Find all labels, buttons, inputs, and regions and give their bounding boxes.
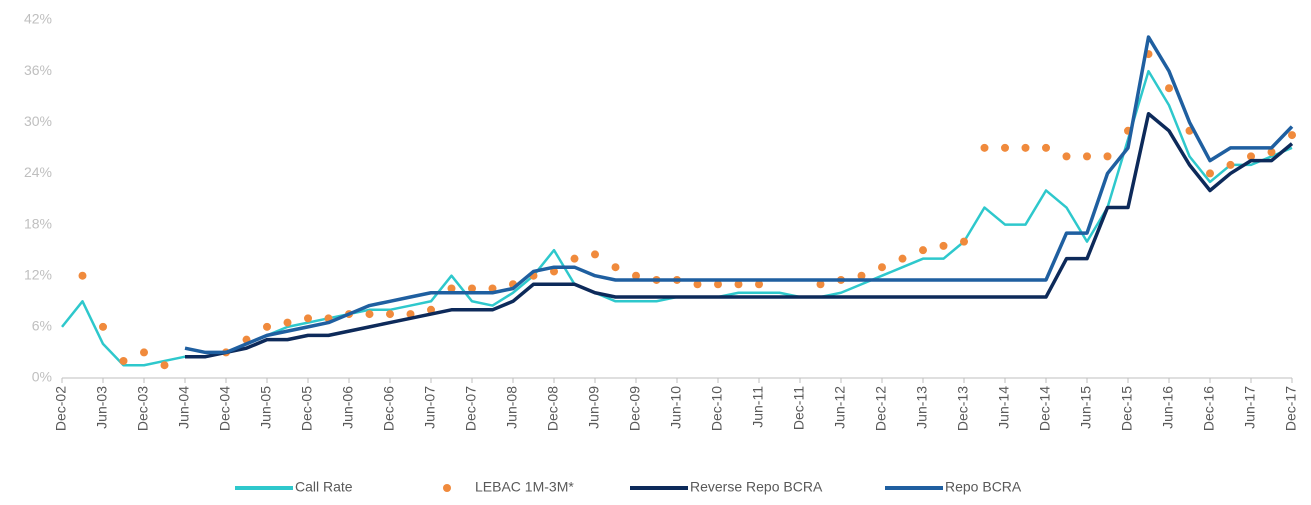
data-point [406,310,415,319]
y-tick-label: 18% [24,215,52,231]
y-tick-label: 36% [24,62,52,78]
x-tick-label: Dec-14 [1037,386,1053,431]
y-tick-label: 12% [24,266,52,282]
legend-label: Repo BCRA [945,479,1022,495]
data-point [1288,131,1296,140]
data-point [365,310,374,319]
x-tick-label: Dec-12 [873,386,889,431]
x-tick-label: Jun-03 [94,386,110,429]
data-point [611,263,620,272]
data-point [1001,143,1009,152]
data-point [714,280,722,289]
data-point [919,246,927,255]
data-point [570,254,579,263]
data-point [283,318,292,327]
data-point [1206,169,1214,178]
x-tick-label: Dec-03 [135,386,151,431]
legend-marker [443,484,451,492]
legend-item: Call Rate [235,479,353,495]
y-tick-label: 6% [32,318,52,334]
data-point [878,263,886,272]
data-point [591,250,599,259]
x-tick-label: Jun-11 [750,386,766,428]
data-point [427,305,435,314]
data-point [1103,152,1112,161]
data-point [898,254,907,263]
legend-label: Reverse Repo BCRA [690,479,823,495]
x-tick-label: Jun-04 [176,386,192,429]
x-tick-label: Dec-10 [709,386,725,431]
data-point [1165,84,1173,93]
legend-label: Call Rate [295,479,353,495]
data-point [632,271,640,280]
x-tick-label: Dec-09 [627,386,643,431]
data-point [734,280,743,289]
data-point [488,284,497,293]
x-tick-label: Jun-14 [996,386,1012,429]
x-tick-label: Jun-09 [586,386,602,429]
x-tick-label: Jun-13 [914,386,930,429]
data-point [1062,152,1071,161]
data-point [980,143,989,152]
x-tick-label: Jun-07 [422,386,438,429]
line-series [185,112,1294,359]
data-point [386,310,394,319]
line-series [184,35,1294,355]
x-tick-label: Jun-17 [1242,386,1258,429]
data-point [550,267,558,276]
x-tick-label: Jun-06 [340,386,356,429]
data-point [960,237,968,246]
data-point [1042,143,1050,152]
data-point [816,280,825,289]
data-point [263,322,271,331]
legend-item: Repo BCRA [885,479,1022,495]
data-point [99,322,107,331]
data-point [468,284,476,293]
data-point [78,271,87,280]
line-series [61,69,1293,367]
data-point [1267,148,1276,157]
y-tick-label: 30% [24,113,52,129]
x-tick-label: Jun-12 [832,386,848,429]
data-point [304,314,312,323]
x-tick-label: Jun-10 [668,386,684,429]
x-tick-label: Dec-06 [381,386,397,431]
x-tick-label: Dec-11 [791,386,807,430]
x-tick-label: Dec-04 [217,386,233,431]
legend-item: Reverse Repo BCRA [630,479,823,495]
x-tick-label: Dec-08 [545,386,561,431]
x-tick-label: Dec-15 [1119,386,1135,431]
x-tick-label: Dec-13 [955,386,971,431]
x-tick-label: Dec-07 [463,386,479,431]
y-tick-label: 0% [32,369,52,385]
x-tick-label: Dec-05 [299,386,315,431]
data-point [857,271,866,280]
x-tick-label: Jun-15 [1078,386,1094,429]
data-point [119,356,128,365]
data-point [1226,160,1235,169]
data-point [1021,143,1030,152]
data-point [1083,152,1091,161]
x-tick-label: Jun-16 [1160,386,1176,429]
data-point [140,348,148,357]
legend-item: LEBAC 1M-3M* [443,479,574,495]
data-point [447,284,456,293]
x-tick-label: Dec-17 [1283,386,1299,431]
y-tick-label: 42% [24,11,52,27]
data-point [939,241,948,250]
legend-label: LEBAC 1M-3M* [475,479,574,495]
data-point [693,280,702,289]
x-tick-label: Dec-16 [1201,386,1217,431]
data-point [755,280,763,289]
data-point [1247,152,1255,161]
x-tick-label: Jun-05 [258,386,274,429]
x-tick-label: Dec-02 [53,386,69,431]
x-tick-label: Jun-08 [504,386,520,429]
y-tick-label: 24% [24,164,52,180]
data-point [160,361,169,370]
